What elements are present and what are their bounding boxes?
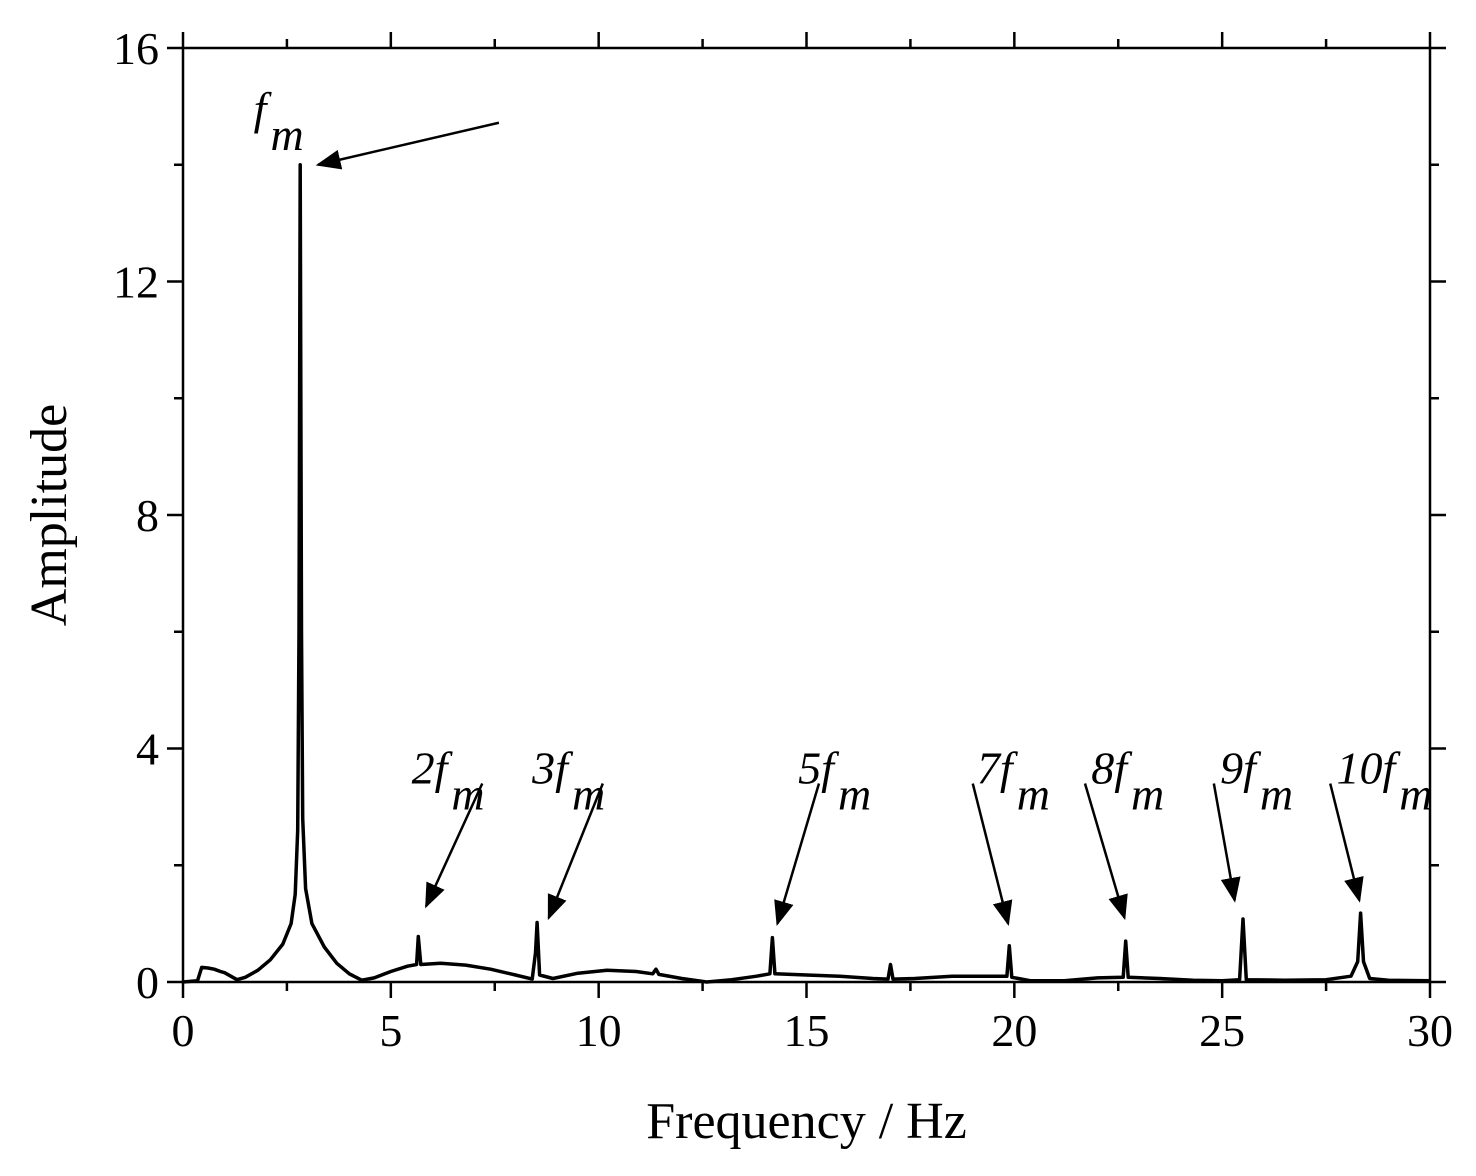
x-tick-label: 15: [784, 1005, 830, 1056]
y-axis-title: Amplitude: [21, 404, 78, 626]
plot-border: [181, 46, 1432, 984]
harmonic-annotation: 5fm: [774, 743, 871, 927]
x-tick-label: 10: [576, 1005, 622, 1056]
annotation-arrow: [971, 783, 1013, 927]
annotation-label: 2fm: [412, 743, 485, 820]
y-tick-label: 12: [113, 257, 159, 308]
annotation-label: 5fm: [798, 743, 871, 820]
x-tick-label: 30: [1407, 1005, 1453, 1056]
x-tick-label: 0: [172, 1005, 195, 1056]
x-axis-title: Frequency / Hz: [646, 1093, 967, 1150]
harmonic-annotation: 10fm: [1329, 743, 1432, 903]
harmonic-annotation: 7fm: [971, 743, 1050, 927]
y-tick-label: 16: [113, 23, 159, 74]
annotation-arrow: [425, 783, 484, 909]
annotation-label: 7fm: [977, 743, 1050, 820]
x-tick-label: 5: [379, 1005, 402, 1056]
x-tick-label: 25: [1199, 1005, 1245, 1056]
y-tick-label: 4: [136, 724, 159, 775]
harmonic-annotation: 2fm: [412, 743, 485, 909]
series-line: [182, 163, 1431, 984]
annotation-label: 3fm: [531, 743, 605, 820]
y-tick-label: 0: [136, 957, 159, 1008]
y-tick-label: 8: [136, 490, 159, 541]
harmonic-annotation: 3fm: [531, 743, 605, 921]
annotation-arrow: [1329, 783, 1364, 903]
annotation-label: 10fm: [1336, 743, 1432, 820]
annotation-label: 8fm: [1091, 743, 1164, 820]
x-axis: 0 5 10 15 20 25 30: [172, 32, 1453, 1056]
harmonic-annotation: 8fm: [1083, 743, 1164, 921]
annotation-arrow: [1212, 783, 1241, 903]
series-layer: [182, 163, 1431, 984]
harmonic-annotation: fm: [254, 83, 500, 170]
x-tick-label: 20: [991, 1005, 1037, 1056]
annotation-label: 9fm: [1220, 743, 1293, 820]
annotation-arrow: [547, 783, 604, 921]
harmonic-annotation: 9fm: [1212, 743, 1293, 903]
annotation-layer: fm 2fm 3fm 5fm 7fm 8fm 9fm 10fm: [254, 83, 1432, 927]
annotation-arrow: [774, 783, 821, 927]
annotation-arrow: [1083, 783, 1128, 921]
annotation-arrow: [315, 121, 500, 170]
y-axis: 0 4 8 12 16: [113, 23, 1446, 1008]
plot-frame: [181, 46, 1432, 984]
annotation-label: fm: [254, 83, 304, 160]
